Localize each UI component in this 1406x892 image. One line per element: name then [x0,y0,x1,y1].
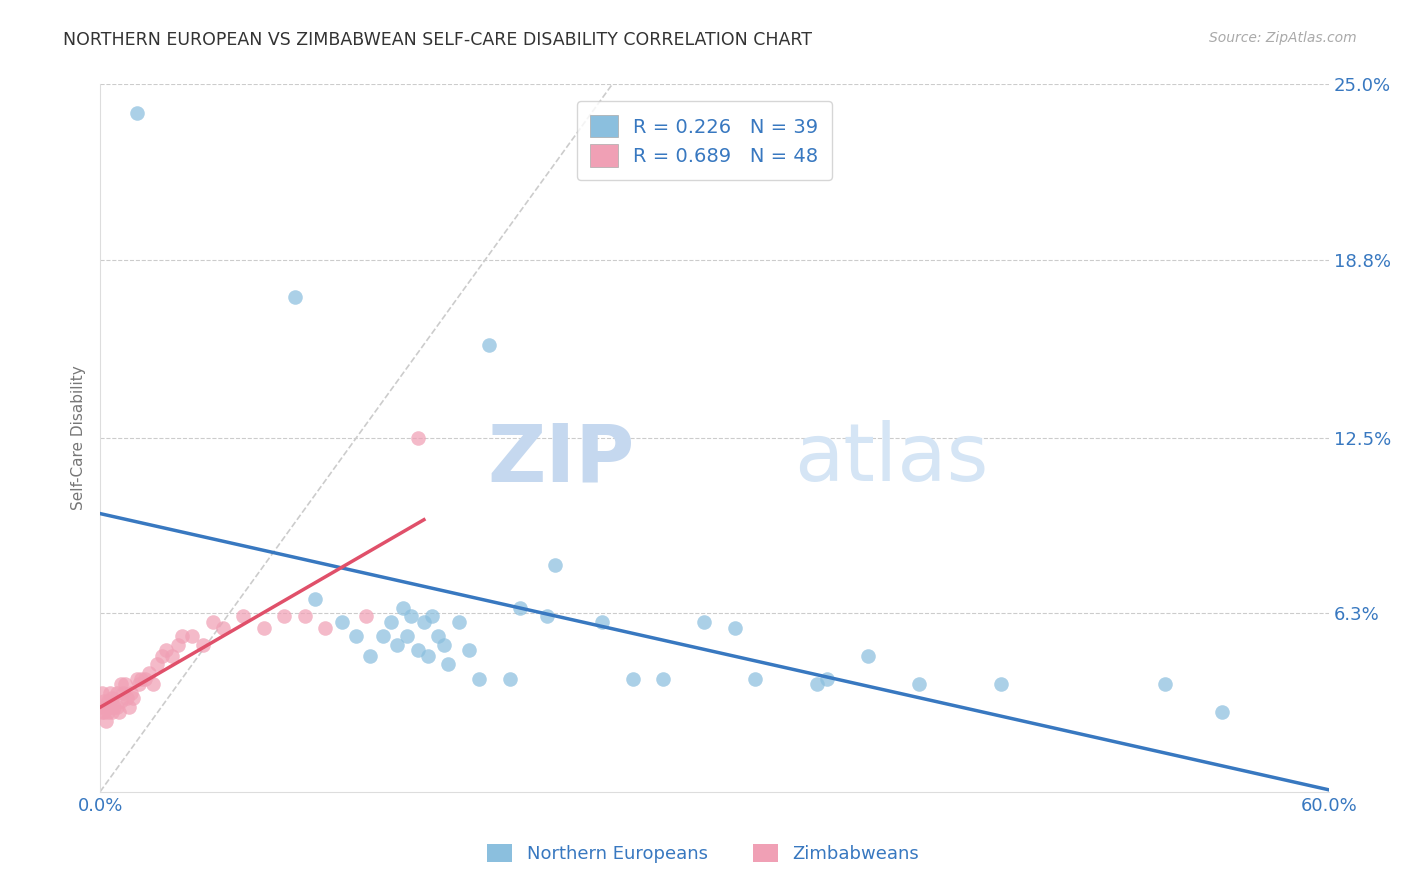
Point [160,648,183,663]
Point [385,638,408,652]
Point [96,714,118,728]
Point [478,337,501,351]
Point [908,677,931,691]
Point [591,615,613,629]
Point [621,672,644,686]
Point [125,105,148,120]
Point [122,691,145,706]
Point [97,706,120,720]
Point [129,672,152,686]
Text: NORTHERN EUROPEAN VS ZIMBABWEAN SELF-CARE DISABILITY CORRELATION CHART: NORTHERN EUROPEAN VS ZIMBABWEAN SELF-CAR… [63,31,813,49]
Y-axis label: Self-Care Disability: Self-Care Disability [72,366,86,510]
Point [125,672,148,686]
Point [330,615,353,629]
Point [98,699,121,714]
Point [273,609,295,624]
Point [314,621,336,635]
Point [990,677,1012,691]
Point [91,686,114,700]
Point [93,706,115,720]
Point [356,609,378,624]
Point [1154,677,1177,691]
Point [96,699,118,714]
Point [167,638,190,652]
Point [856,648,879,663]
Point [101,706,124,720]
Point [232,609,254,624]
Point [114,677,136,691]
Point [724,621,747,635]
Point [437,657,460,672]
Point [134,672,156,686]
Point [155,643,177,657]
Point [744,672,766,686]
Point [433,638,456,652]
Point [380,615,402,629]
Point [416,648,439,663]
Point [111,686,134,700]
Point [468,672,491,686]
Point [89,699,111,714]
Point [294,609,316,624]
Point [392,600,415,615]
Point [806,677,828,691]
Point [509,600,531,615]
Point [499,672,522,686]
Point [91,706,114,720]
Point [447,615,470,629]
Point [693,615,716,629]
Point [103,699,125,714]
Point [304,592,326,607]
Point [150,648,173,663]
Point [98,686,121,700]
Text: Source: ZipAtlas.com: Source: ZipAtlas.com [1209,31,1357,45]
Point [120,686,142,700]
Point [138,665,160,680]
Point [536,609,558,624]
Point [427,629,450,643]
Point [457,643,479,657]
Legend: R = 0.226   N = 39, R = 0.689   N = 48: R = 0.226 N = 39, R = 0.689 N = 48 [576,101,832,180]
Point [401,609,423,624]
Point [201,615,224,629]
Legend: Northern Europeans, Zimbabweans: Northern Europeans, Zimbabweans [478,835,928,872]
Point [93,694,115,708]
Point [170,629,193,643]
Point [110,694,132,708]
Text: atlas: atlas [794,420,988,499]
Point [406,643,429,657]
Point [181,629,204,643]
Point [815,672,838,686]
Point [142,677,165,691]
Point [97,694,120,708]
Point [105,686,128,700]
Point [107,706,129,720]
Point [115,691,138,706]
Point [420,609,443,624]
Point [652,672,675,686]
Point [1211,706,1233,720]
Point [105,699,128,714]
Point [359,648,381,663]
Point [212,621,235,635]
Point [253,621,276,635]
Point [101,691,124,706]
Point [118,699,141,714]
Point [191,638,214,652]
Point [544,558,567,573]
Point [371,629,394,643]
Text: ZIP: ZIP [488,420,634,499]
Point [412,615,434,629]
Point [344,629,367,643]
Point [128,677,150,691]
Point [284,290,307,304]
Point [396,629,419,643]
Point [110,677,132,691]
Point [406,431,429,445]
Point [146,657,169,672]
